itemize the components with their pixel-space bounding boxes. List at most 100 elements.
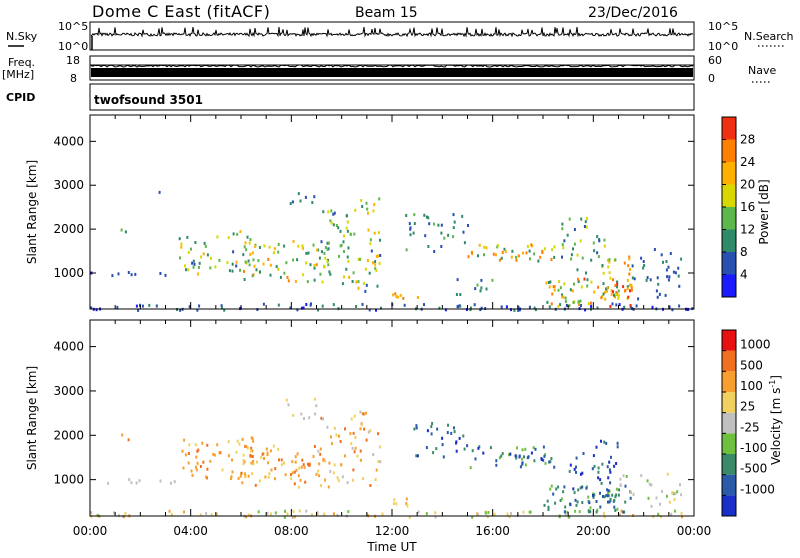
range-gate-cell <box>653 248 656 251</box>
range-gate-cell <box>170 512 173 516</box>
range-gate-cell <box>515 258 518 262</box>
range-gate-cell <box>528 249 531 253</box>
range-gate-cell <box>428 222 431 226</box>
range-gate-cell <box>637 297 640 301</box>
range-gate-cell <box>318 462 321 466</box>
range-gate-cell <box>597 285 600 289</box>
range-gate-cell <box>134 272 137 276</box>
range-gate-cell <box>278 458 280 462</box>
range-gate-cell <box>434 511 437 515</box>
nsearch-tick-top: 10^5 <box>708 20 738 33</box>
range-gate-cell <box>528 510 531 514</box>
range-gate-cell <box>247 474 250 478</box>
range-gate-cell <box>561 227 564 231</box>
range-gate-cell <box>618 488 621 492</box>
time-tick-label: 12:00 <box>375 524 410 538</box>
range-gate-cell <box>197 272 199 276</box>
range-gate-cell <box>291 515 294 519</box>
range-gate-cell <box>513 308 516 312</box>
range-gate-cell <box>357 280 360 284</box>
range-gate-cell <box>522 251 524 255</box>
range-gate-cell <box>587 500 590 503</box>
range-gate-cell <box>313 278 316 282</box>
range-gate-cell <box>425 446 428 450</box>
range-gate-cell <box>205 512 208 515</box>
range-gate-cell <box>629 304 632 307</box>
range-gate-cell <box>408 515 411 519</box>
range-gate-cell <box>624 289 626 293</box>
range-gate-cell <box>629 496 632 500</box>
range-gate-cell <box>361 302 364 306</box>
range-gate-cell <box>518 308 521 312</box>
range-gate-cell <box>599 491 601 495</box>
range-gate-cell <box>667 278 670 282</box>
colorbar-tick-label: -25 <box>740 420 760 434</box>
range-gate-cell <box>593 464 596 468</box>
range-gate-cell <box>280 458 283 462</box>
range-gate-cell <box>218 258 221 262</box>
range-gate-cell <box>552 492 555 496</box>
range-gate-cell <box>548 305 551 309</box>
range-gate-cell <box>564 296 567 300</box>
colorbar-segment <box>722 495 736 516</box>
colorbar-tick-label: 1000 <box>740 338 771 352</box>
range-gate-cell <box>300 306 303 310</box>
range-gate-cell <box>178 237 181 241</box>
range-gate-cell <box>332 223 335 227</box>
range-gate-cell <box>482 451 485 455</box>
range-gate-cell <box>489 446 492 450</box>
range-gate-cell <box>196 461 199 465</box>
range-gate-cell <box>338 434 340 438</box>
range-gate-cell <box>558 280 561 284</box>
range-gate-cell <box>501 251 504 254</box>
range-gate-cell <box>318 474 321 478</box>
range-gate-cell <box>379 445 382 449</box>
range-gate-cell <box>630 288 633 292</box>
range-gate-cell <box>283 515 286 519</box>
range-gate-cell <box>443 236 446 240</box>
range-gate-cell <box>330 209 333 213</box>
range-gate-cell <box>415 426 418 430</box>
range-gate-cell <box>240 471 243 475</box>
range-gate-cell <box>457 305 459 309</box>
range-gate-cell <box>642 260 645 263</box>
range-gate-cell <box>286 275 289 279</box>
range-gate-cell <box>90 306 93 310</box>
range-gate-cell <box>330 435 332 439</box>
range-gate-cell <box>191 473 194 477</box>
range-gate-cell <box>578 303 581 307</box>
range-gate-cell <box>620 509 623 513</box>
range-gate-cell <box>589 510 592 514</box>
range-gate-cell <box>227 440 230 444</box>
range-gate-cell <box>640 474 643 478</box>
range-gate-cell <box>533 252 536 256</box>
freq-trace <box>90 64 694 77</box>
range-gate-cell <box>359 410 362 414</box>
range-gate-cell <box>192 259 195 263</box>
range-gate-cell <box>614 284 617 288</box>
colorbar-segment <box>722 392 736 413</box>
range-gate-cell <box>378 231 380 235</box>
range-gate-cell <box>585 225 588 229</box>
nave-tick-top: 60 <box>708 54 722 67</box>
range-gate-cell <box>198 304 201 308</box>
nsky-trace <box>90 26 694 50</box>
range-gate-cell <box>651 305 654 309</box>
range-gate-cell <box>577 300 580 304</box>
range-gate-cell <box>427 216 430 220</box>
colorbar-tick-label: -100 <box>740 441 767 455</box>
range-gate-cell <box>452 213 455 217</box>
range-gate-cell <box>569 463 572 467</box>
range-gate-cell <box>423 303 425 307</box>
range-gate-cell <box>201 441 204 445</box>
range-gate-cell <box>452 226 455 230</box>
range-gate-cell <box>187 461 190 465</box>
range-gate-cell <box>249 238 252 241</box>
range-gate-cell <box>434 515 437 519</box>
range-gate-cell <box>561 255 563 259</box>
range-gate-cell <box>441 443 444 447</box>
range-gate-cell <box>590 304 593 308</box>
range-gate-cell <box>346 214 348 218</box>
range-gate-cell <box>570 253 573 257</box>
range-gate-cell <box>577 280 580 283</box>
